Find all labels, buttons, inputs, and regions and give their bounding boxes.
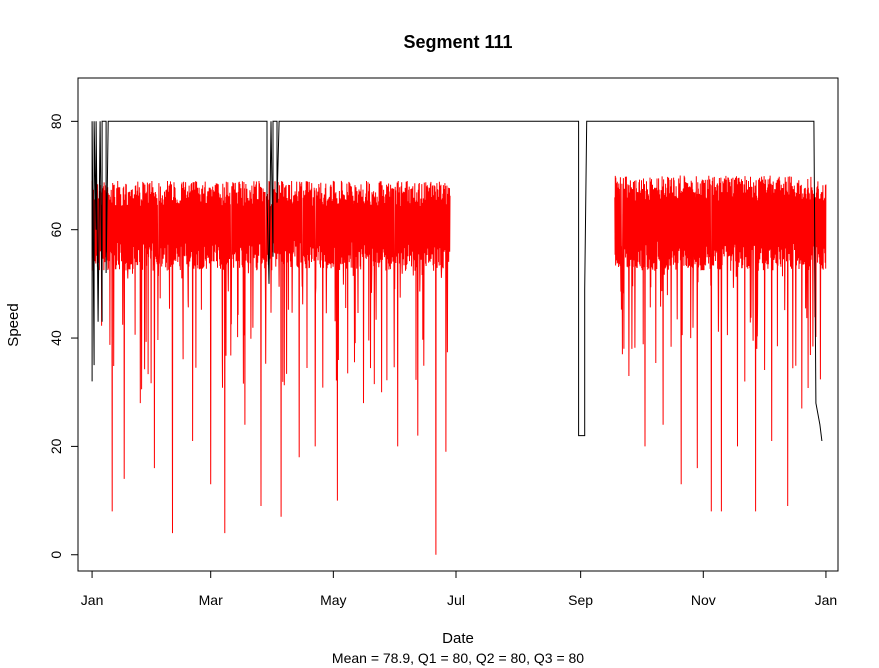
y-tick-label: 80	[48, 113, 64, 129]
x-tick-label: Jan	[815, 592, 838, 608]
y-axis: 0 20 40 60 80	[48, 113, 79, 559]
x-tick-label: Jan	[81, 592, 104, 608]
y-tick-label: 0	[48, 551, 64, 559]
summary-caption: Mean = 78.9, Q1 = 80, Q2 = 80, Q3 = 80	[332, 650, 584, 666]
limit-series	[91, 120, 823, 442]
x-axis-label: Date	[442, 630, 474, 647]
x-tick-label: Mar	[199, 592, 223, 608]
y-tick-label: 40	[48, 330, 64, 346]
x-tick-label: Jul	[447, 592, 465, 608]
x-tick-label: Sep	[568, 592, 593, 608]
y-tick-label: 60	[48, 222, 64, 238]
speed-series-segment-1	[91, 180, 451, 555]
chart-title: Segment 111	[403, 32, 512, 52]
y-axis-label: Speed	[5, 303, 22, 346]
limit-series-line	[91, 120, 823, 442]
x-tick-label: May	[320, 592, 346, 608]
x-tick-label: Nov	[691, 592, 716, 608]
speed-series-segment-2	[614, 175, 827, 512]
y-tick-label: 20	[48, 438, 64, 454]
speed-series	[91, 175, 827, 555]
x-axis: Jan Mar May Jul Sep Nov Jan	[81, 570, 838, 608]
